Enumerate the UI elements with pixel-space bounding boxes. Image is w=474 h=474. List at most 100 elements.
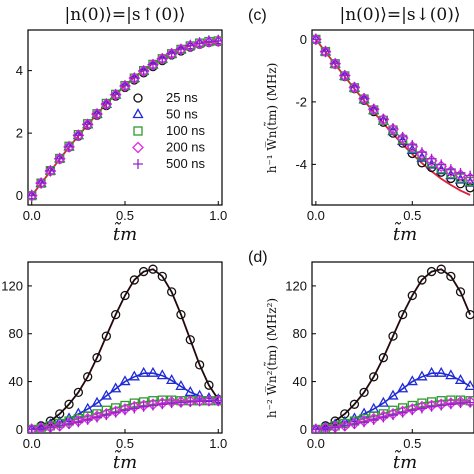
y-tick-label: 40 xyxy=(9,374,23,389)
legend-label: 200 ns xyxy=(166,140,206,155)
y-tick-label: 0 xyxy=(16,422,23,437)
data-point xyxy=(397,131,408,142)
data-point xyxy=(119,80,131,92)
data-point xyxy=(436,264,446,274)
data-point xyxy=(120,405,130,416)
data-point xyxy=(147,58,159,71)
data-point xyxy=(120,290,130,301)
data-point xyxy=(175,44,186,55)
x-tick-label: 0.5 xyxy=(403,436,421,451)
data-point xyxy=(128,72,141,85)
x-tick-label: 0.0 xyxy=(307,208,325,223)
data-point xyxy=(319,422,332,433)
data-point xyxy=(176,309,186,320)
panel-a-x-axis-label: t̃m xyxy=(113,222,137,245)
data-point xyxy=(378,412,389,423)
data-point xyxy=(312,34,321,45)
data-point xyxy=(64,141,75,152)
data-point xyxy=(147,59,158,70)
data-point xyxy=(110,407,121,418)
panel-d: 0.0 0.5 0 40 80 120 xyxy=(285,261,474,451)
data-point xyxy=(54,153,65,164)
data-point xyxy=(204,380,214,390)
data-point xyxy=(388,331,398,341)
data-point xyxy=(166,48,177,59)
data-point xyxy=(175,397,186,408)
panel-label-c: (c) xyxy=(248,7,267,24)
data-point xyxy=(64,419,75,430)
plot-area xyxy=(312,33,474,196)
data-point xyxy=(175,380,187,391)
data-point xyxy=(54,420,65,431)
x-tick-label: 0.5 xyxy=(116,208,134,223)
data-point xyxy=(377,113,390,126)
y-tick-label: 4 xyxy=(16,63,23,78)
data-point xyxy=(120,80,130,91)
data-point xyxy=(83,372,93,382)
data-point xyxy=(330,58,341,69)
y-tick-label: 0 xyxy=(300,422,307,437)
data-point xyxy=(185,335,195,345)
data-point xyxy=(91,396,103,407)
data-point xyxy=(349,81,360,92)
data-point xyxy=(82,402,94,413)
data-point xyxy=(436,159,447,170)
y-tick-label: 120 xyxy=(1,278,23,293)
data-point xyxy=(111,309,121,320)
data-point xyxy=(119,375,131,386)
series-line xyxy=(31,372,219,431)
y-tick-label: 0 xyxy=(300,32,307,47)
data-point xyxy=(416,370,428,381)
data-point xyxy=(100,389,112,400)
data-point xyxy=(465,309,474,320)
data-point xyxy=(166,287,177,297)
data-point xyxy=(212,35,222,48)
data-point xyxy=(185,40,196,51)
data-point xyxy=(407,290,417,301)
data-point xyxy=(82,119,93,130)
data-point xyxy=(465,170,474,181)
data-point xyxy=(426,401,437,412)
data-point xyxy=(397,407,408,418)
data-point xyxy=(166,398,177,409)
data-point xyxy=(426,266,437,277)
data-point xyxy=(28,190,37,201)
data-point xyxy=(92,353,102,363)
data-point xyxy=(101,410,112,421)
data-point xyxy=(203,395,214,406)
panel-c-title: |n(0)⟩=|s↓(0)⟩ xyxy=(339,5,460,25)
data-point xyxy=(147,366,159,377)
data-point xyxy=(73,387,84,397)
x-tick-label: 1.0 xyxy=(209,436,227,451)
data-point xyxy=(128,370,140,381)
y-tick-label: 2 xyxy=(16,126,23,141)
data-point xyxy=(185,396,196,407)
data-point xyxy=(193,37,206,50)
data-point xyxy=(92,108,103,119)
data-point xyxy=(338,69,351,82)
data-point xyxy=(73,417,84,428)
y-tick-label: 0 xyxy=(16,188,23,203)
panel-c: 0.0 0.5 0 -2 -4 xyxy=(295,29,474,223)
legend-marker xyxy=(133,126,143,136)
legend-label: 50 ns xyxy=(166,107,198,122)
y-tick-label: 80 xyxy=(9,326,23,341)
data-point xyxy=(148,264,158,274)
data-point xyxy=(359,387,369,397)
data-point xyxy=(166,374,178,385)
data-point xyxy=(92,412,103,423)
data-point xyxy=(312,424,321,433)
data-point xyxy=(175,43,187,56)
legend-marker xyxy=(132,141,144,154)
y-tick-label: -4 xyxy=(295,157,307,172)
panel-c-x-axis-label: t̃m xyxy=(393,222,417,245)
data-point xyxy=(406,375,418,386)
data-point xyxy=(349,399,360,409)
data-point xyxy=(358,92,370,105)
data-point xyxy=(110,89,121,100)
data-point xyxy=(455,167,466,178)
data-point xyxy=(194,396,205,407)
data-point xyxy=(397,382,409,393)
data-point xyxy=(445,164,456,175)
data-point xyxy=(368,103,379,114)
